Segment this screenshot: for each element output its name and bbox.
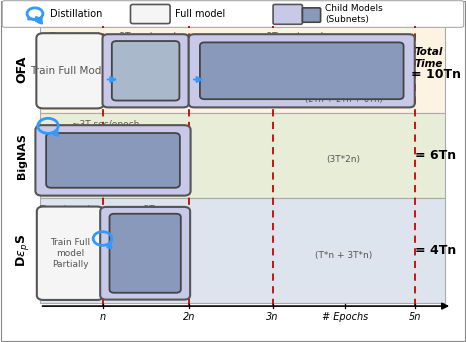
Text: 5n: 5n (409, 312, 421, 322)
FancyBboxPatch shape (130, 4, 170, 24)
Text: OFA: OFA (16, 55, 29, 83)
FancyBboxPatch shape (189, 34, 415, 107)
FancyBboxPatch shape (46, 133, 180, 188)
FancyBboxPatch shape (110, 214, 181, 293)
Bar (40, 198, 445, 303)
FancyBboxPatch shape (273, 4, 302, 24)
Text: (T*n + 3T*n): (T*n + 3T*n) (315, 251, 372, 260)
Text: Train Full
model
Partially: Train Full model Partially (50, 238, 90, 269)
Text: (3T*2n): (3T*2n) (327, 155, 361, 163)
Text: Train Full Model: Train Full Model (30, 66, 110, 76)
Text: T sec/epoch: T sec/epoch (39, 205, 94, 213)
Bar (40, 26, 445, 113)
FancyBboxPatch shape (103, 34, 189, 107)
Text: Full model: Full model (175, 9, 225, 19)
Text: T sec/epoch: T sec/epoch (48, 32, 103, 41)
Text: = 10Tn: = 10Tn (411, 68, 461, 81)
FancyBboxPatch shape (100, 207, 190, 300)
FancyBboxPatch shape (302, 8, 321, 22)
Text: # Epochs: # Epochs (322, 312, 368, 322)
Text: ~2T sec/epoch: ~2T sec/epoch (112, 32, 179, 41)
FancyBboxPatch shape (200, 42, 404, 99)
Text: = 4Tn: = 4Tn (415, 244, 456, 257)
Text: n: n (99, 312, 106, 322)
FancyBboxPatch shape (35, 125, 191, 196)
Text: Total
Time: Total Time (415, 47, 443, 69)
Text: D$\varepsilon_p$S: D$\varepsilon_p$S (14, 234, 31, 267)
FancyBboxPatch shape (36, 33, 104, 108)
FancyBboxPatch shape (112, 41, 179, 101)
Text: ~3T sec/epoch: ~3T sec/epoch (72, 120, 140, 129)
FancyBboxPatch shape (37, 207, 103, 300)
Text: (2Tn + 2Tn + 6Tn): (2Tn + 2Tn + 6Tn) (305, 95, 383, 104)
Text: ~3T
sec/epoch: ~3T sec/epoch (123, 205, 169, 223)
Text: ~3T sec/epoch: ~3T sec/epoch (259, 32, 326, 41)
Bar (40, 113, 445, 198)
Text: Child Models
(Subnets): Child Models (Subnets) (325, 4, 383, 24)
Text: 3n: 3n (267, 312, 279, 322)
Text: 2n: 2n (183, 312, 195, 322)
FancyBboxPatch shape (2, 1, 464, 27)
Text: Distillation: Distillation (50, 9, 103, 19)
Text: = 6Tn: = 6Tn (415, 149, 456, 162)
Text: BigNAS: BigNAS (17, 133, 27, 179)
